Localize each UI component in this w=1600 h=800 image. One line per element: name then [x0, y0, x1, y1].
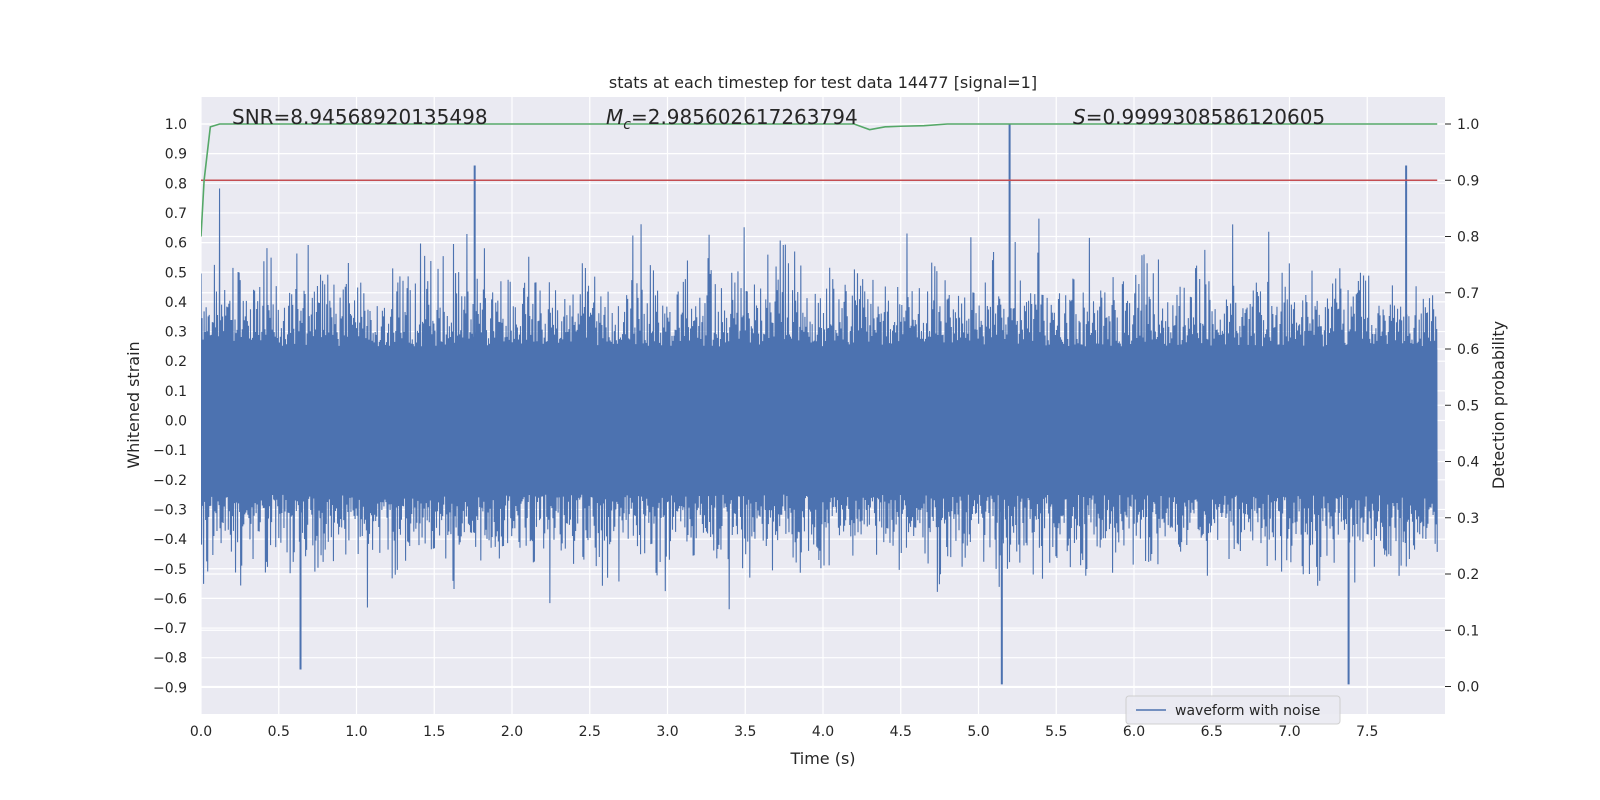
x-tick-label: 7.5	[1356, 724, 1378, 740]
y-tick-label-right: 0.1	[1457, 623, 1479, 639]
y-tick-label-left: −0.6	[153, 591, 187, 607]
y-tick-label-left: 0.7	[165, 206, 187, 222]
waveform-core	[201, 349, 1438, 463]
y-axis-label-left: Whitened strain	[124, 341, 143, 468]
y-tick-label-left: −0.8	[153, 651, 187, 667]
legend-box	[1125, 695, 1341, 725]
y-tick-label-right: 0.8	[1457, 230, 1479, 246]
x-tick-label: 5.0	[967, 724, 989, 740]
chirp-mass-symbol: M	[606, 105, 623, 129]
chirp-mass-value: =2.985602617263794	[631, 105, 858, 129]
x-tick-label: 3.0	[656, 724, 678, 740]
y-tick-label-left: −0.2	[153, 473, 187, 489]
snr-annotation: SNR=8.94568920135498	[232, 105, 488, 129]
x-tick-label: 2.0	[501, 724, 523, 740]
score-value: =0.9999308586120605	[1086, 105, 1325, 129]
score-symbol: S	[1073, 105, 1086, 129]
line-series	[201, 123, 1438, 237]
x-tick-label: 4.0	[812, 724, 834, 740]
legend-label: waveform with noise	[1175, 703, 1320, 719]
x-tick-label: 1.5	[423, 724, 445, 740]
y-tick-label-left: −0.4	[153, 532, 187, 548]
detection-probability-line	[201, 123, 1438, 237]
x-tick-label: 0.5	[268, 724, 290, 740]
y-tick-label-left: 0.1	[165, 384, 187, 400]
y-tick-label-left: 0.4	[165, 295, 187, 311]
x-tick-label: 6.0	[1123, 724, 1145, 740]
x-tick-label: 3.5	[734, 724, 756, 740]
x-tick-label: 2.5	[579, 724, 601, 740]
y-tick-label-left: −0.5	[153, 562, 187, 578]
y-tick-label-right: 0.2	[1457, 567, 1479, 583]
y-tick-label-left: −0.1	[153, 443, 187, 459]
x-tick-label: 1.0	[345, 724, 367, 740]
y-tick-label-left: 0.2	[165, 354, 187, 370]
y-tick-label-right: 0.9	[1457, 173, 1479, 189]
y-tick-label-left: 0.0	[165, 414, 187, 430]
y-tick-label-right: 0.0	[1457, 680, 1479, 696]
x-tick-label: 4.5	[890, 724, 912, 740]
y-tick-label-left: 1.0	[165, 117, 187, 133]
x-tick-label: 0.0	[190, 724, 212, 740]
y-tick-label-right: 1.0	[1457, 117, 1479, 133]
y-tick-label-right: 0.6	[1457, 342, 1479, 358]
y-tick-label-left: 0.3	[165, 325, 187, 341]
chirp-mass-subscript: c	[623, 117, 631, 133]
chart-title: stats at each timestep for test data 144…	[609, 73, 1037, 92]
y-tick-label-right: 0.7	[1457, 286, 1479, 302]
y-tick-label-right: 0.4	[1457, 455, 1479, 471]
legend: waveform with noise	[1125, 695, 1341, 725]
waveform-series	[201, 124, 1438, 685]
x-tick-label: 7.0	[1278, 724, 1300, 740]
y-tick-label-left: 0.6	[165, 236, 187, 252]
y-tick-label-left: −0.9	[153, 680, 187, 696]
y-tick-label-left: 0.8	[165, 176, 187, 192]
y-axis-label-right: Detection probability	[1489, 321, 1508, 489]
score-annotation: S=0.9999308586120605	[1073, 105, 1325, 129]
chirp-mass-annotation: Mc=2.985602617263794	[606, 105, 858, 133]
x-ticks: 0.0 0.5 1.0 1.5 2.0 2.5 3.0 3.5 4.0 4.5 5.0 5.5 6.0 6…	[190, 724, 1379, 740]
y-tick-label-right: 0.3	[1457, 511, 1479, 527]
y-tick-label-left: −0.7	[153, 621, 187, 637]
y-ticks-left: 1.0 0.9 0.8 0.7 0.6 0.5 0.4 0.3 0.2 0.1 0.0 −0.1 −0.…	[153, 117, 187, 696]
x-tick-label: 6.5	[1201, 724, 1223, 740]
x-axis-label: Time (s)	[789, 749, 855, 768]
y-tick-label-right: 0.5	[1457, 398, 1479, 414]
y-tick-label-left: 0.5	[165, 265, 187, 281]
y-tick-label-left: −0.3	[153, 502, 187, 518]
x-tick-label: 5.5	[1045, 724, 1067, 740]
y-tick-label-left: 0.9	[165, 147, 187, 163]
y-ticks-right: 1.0 0.9 0.8 0.7 0.6 0.5 0.4 0.3 0.2 0.1 0.0	[1445, 117, 1479, 696]
